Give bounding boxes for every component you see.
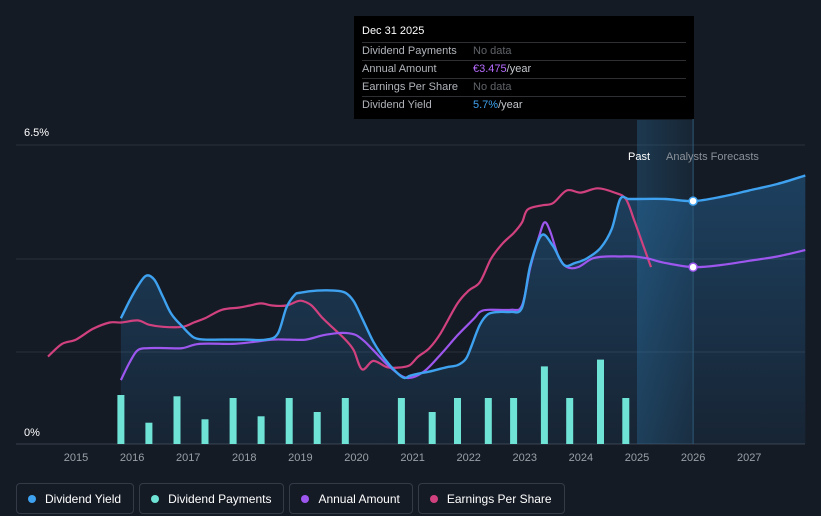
dividend-payment-bar — [201, 419, 209, 444]
legend-dividend-payments[interactable]: Dividend Payments — [139, 483, 285, 514]
x-axis-ticks: 2015 2016 2017 2018 2019 2020 2021 2022 2023 2024… — [64, 452, 762, 464]
x-tick-label: 2024 — [569, 452, 593, 464]
legend-dividend-yield[interactable]: Dividend Yield — [16, 483, 135, 514]
tooltip-date: Dec 31 2025 — [362, 25, 425, 37]
tooltip-unit: /year — [498, 99, 523, 111]
tooltip-label: Dividend Payments — [362, 45, 457, 57]
x-tick-label: 2023 — [513, 452, 537, 464]
x-tick-label: 2027 — [737, 452, 761, 464]
dividend-yield-marker — [688, 196, 698, 206]
dividend-payment-bar — [173, 396, 181, 444]
legend-label: Dividend Payments — [168, 491, 272, 506]
dividend-payment-bar — [341, 398, 349, 444]
tooltip-row-amount: Annual Amount €3.475/year — [362, 60, 686, 78]
legend-annual-amount[interactable]: Annual Amount — [289, 483, 413, 514]
annual-amount-line — [119, 221, 806, 381]
legend-dot-icon — [151, 494, 160, 503]
dividend-payment-bar — [313, 412, 321, 444]
dividend-payment-bars — [117, 359, 630, 444]
tooltip-value: No data — [473, 81, 512, 93]
x-tick-label: 2020 — [344, 452, 368, 464]
x-tick-label: 2021 — [400, 452, 424, 464]
dividend-payment-bar — [484, 398, 492, 444]
legend-label: Dividend Yield — [45, 491, 122, 506]
tooltip-row-payments: Dividend Payments No data — [362, 42, 686, 60]
forecast-label: Analysts Forecasts — [666, 151, 759, 163]
tooltip-row-yield: Dividend Yield 5.7%/year — [362, 96, 686, 114]
tooltip: Dec 31 2025 Dividend Payments No data An… — [354, 16, 694, 119]
dividend-payment-bar — [285, 398, 293, 444]
legend-dot-icon — [28, 494, 36, 503]
legend-dot-icon — [429, 494, 438, 503]
y-axis-bottom-label: 0% — [24, 427, 40, 439]
x-tick-label: 2019 — [288, 452, 312, 464]
x-tick-label: 2017 — [176, 452, 200, 464]
tooltip-unit: /year — [506, 63, 532, 75]
legend-earnings-per-share[interactable]: Earnings Per Share — [417, 483, 565, 514]
x-tick-label: 2022 — [456, 452, 480, 464]
dividend-payment-bar — [597, 359, 604, 444]
tooltip-value: 5.7% — [473, 99, 499, 111]
dividend-payment-bar — [540, 366, 548, 444]
tooltip-label: Earnings Per Share — [362, 81, 458, 93]
tooltip-row-eps: Earnings Per Share No data — [362, 78, 686, 96]
tooltip-value: €3.475 — [473, 63, 507, 75]
dividend-yield-line — [119, 174, 806, 380]
tooltip-label: Annual Amount — [362, 63, 437, 75]
x-tick-label: 2018 — [232, 452, 256, 464]
dividend-payment-bar — [117, 395, 125, 444]
dividend-payment-bar — [257, 416, 265, 444]
y-axis-top-label: 6.5% — [24, 127, 49, 139]
dividend-yield-area — [120, 175, 806, 444]
annual-amount-marker — [688, 262, 698, 272]
x-tick-label: 2016 — [120, 452, 144, 464]
x-tick-label: 2025 — [625, 452, 649, 464]
legend-label: Annual Amount — [318, 491, 400, 506]
dividend-payment-bar — [229, 398, 237, 444]
legend-label: Earnings Per Share — [446, 491, 552, 506]
tooltip-label: Dividend Yield — [362, 99, 432, 111]
dividend-payment-bar — [145, 422, 153, 444]
past-label: Past — [628, 151, 650, 163]
tooltip-value: No data — [473, 45, 512, 57]
x-tick-label: 2026 — [681, 452, 705, 464]
legend: Dividend Yield Dividend Payments Annual … — [16, 483, 565, 514]
dividend-payment-bar — [510, 398, 518, 444]
dividend-payment-bar — [566, 398, 574, 444]
legend-dot-icon — [301, 494, 310, 503]
dividend-payment-bar — [397, 398, 405, 444]
x-tick-label: 2015 — [64, 452, 88, 464]
dividend-payment-bar — [622, 398, 630, 444]
earnings-per-share-line — [47, 187, 653, 371]
dividend-payment-bar — [454, 398, 461, 444]
dividend-payment-bar — [428, 412, 436, 444]
